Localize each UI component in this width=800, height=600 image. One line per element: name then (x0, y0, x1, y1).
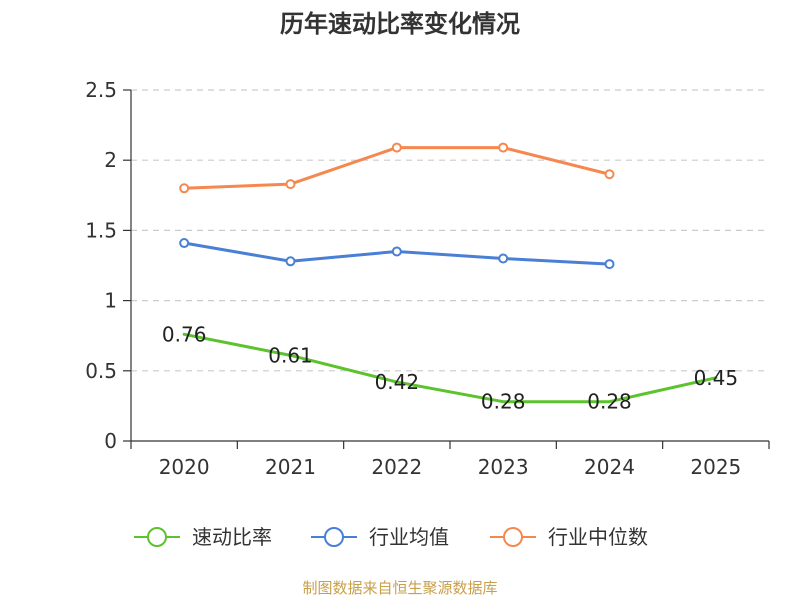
legend-item-1[interactable]: 行业均值 (311, 525, 449, 549)
series-line-2 (182, 146, 611, 190)
data-label: 0.61 (268, 343, 313, 367)
series-point (604, 169, 615, 180)
legend[interactable]: 速动比率 行业均值 行业中位数 (134, 525, 648, 549)
legend-item-2[interactable]: 行业中位数 (490, 525, 648, 549)
series-point (498, 253, 509, 264)
data-label: 0.28 (587, 390, 632, 414)
x-tick-label: 2025 (690, 455, 741, 479)
chart-title: 历年速动比率变化情况 (280, 10, 520, 38)
x-tick-label: 2024 (584, 455, 635, 479)
data-label: 0.42 (375, 370, 420, 394)
y-tick-label: 0 (104, 429, 117, 453)
series-point (391, 246, 402, 257)
x-tick-label: 2023 (478, 455, 529, 479)
y-tick-label: 0.5 (85, 359, 117, 383)
series-lines (179, 142, 718, 404)
data-labels: 0.76 0.61 0.42 0.28 0.28 0.45 (162, 322, 738, 413)
series-point (498, 142, 509, 153)
legend-item-0[interactable]: 速动比率 (134, 525, 272, 549)
series-point (391, 142, 402, 153)
axes: 0 0.5 1 1.5 2 2.5 2020 2021 2022 2023 2024 2025 (85, 78, 770, 479)
series-point (179, 183, 190, 194)
series-point (285, 179, 296, 190)
series-point (285, 256, 296, 267)
y-tick-label: 2 (104, 148, 117, 172)
x-tick-label: 2021 (265, 455, 316, 479)
series-point (179, 238, 190, 249)
y-tick-label: 2.5 (85, 78, 117, 102)
y-tick-label: 1.5 (85, 218, 117, 242)
data-label: 0.76 (162, 322, 207, 346)
y-tick-label: 1 (104, 289, 117, 313)
legend-marker (503, 527, 523, 547)
data-label: 0.28 (481, 390, 526, 414)
legend-marker (147, 527, 167, 547)
legend-label: 速动比率 (192, 525, 272, 549)
grid-lines (131, 89, 769, 372)
series-point (604, 259, 615, 270)
legend-marker (324, 527, 344, 547)
legend-label: 行业均值 (369, 525, 449, 549)
x-tick-label: 2022 (371, 455, 422, 479)
x-tick-label: 2020 (159, 455, 210, 479)
legend-label: 行业中位数 (548, 525, 648, 549)
series-line-0 (182, 332, 718, 404)
data-label: 0.45 (694, 366, 739, 390)
source-credit: 制图数据来自恒生聚源数据库 (302, 579, 498, 597)
